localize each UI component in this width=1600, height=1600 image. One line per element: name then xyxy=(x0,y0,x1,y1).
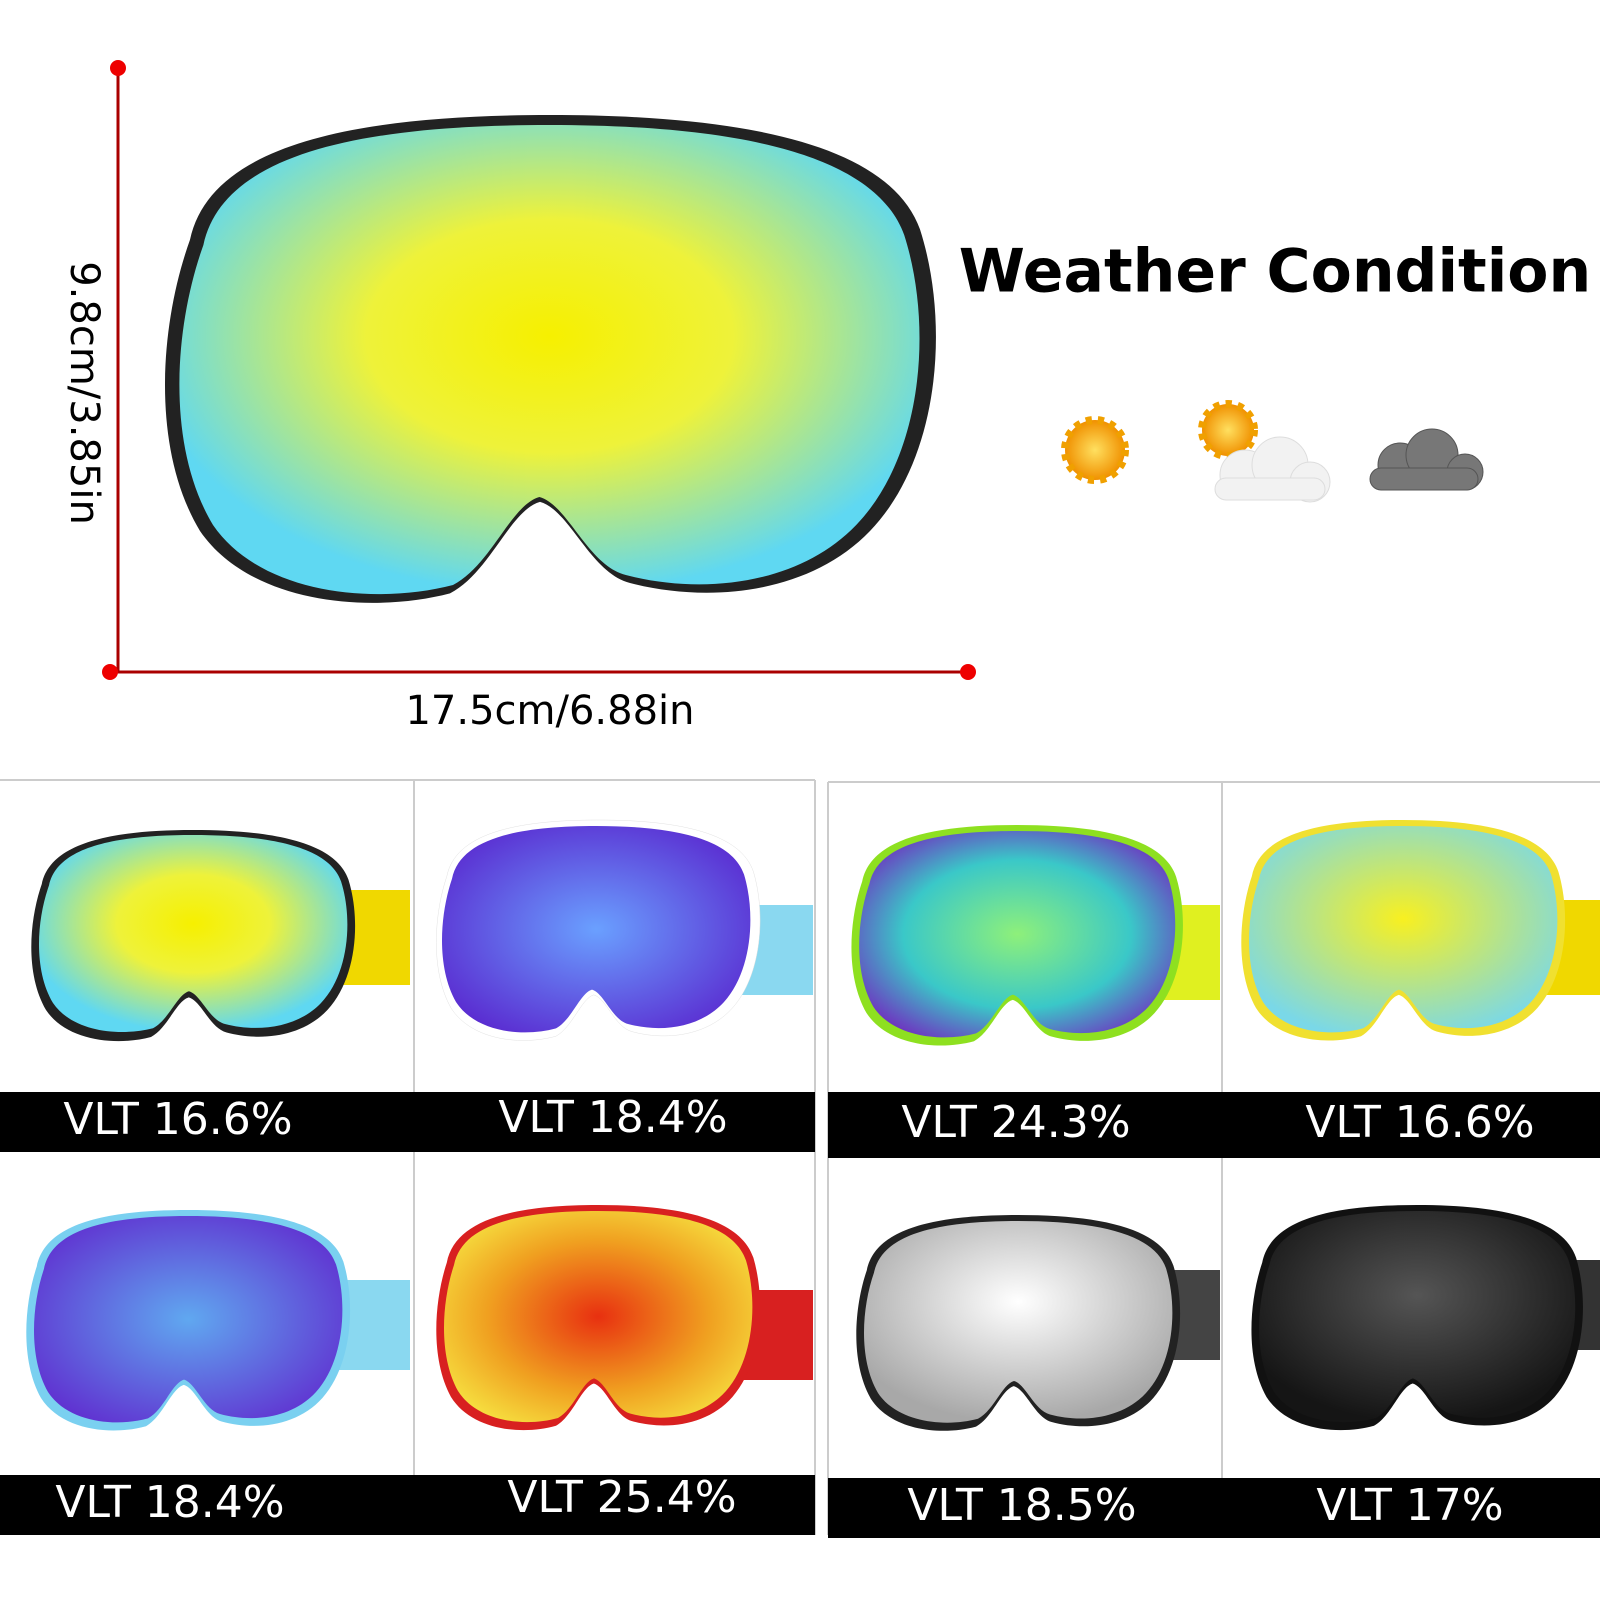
main-goggle xyxy=(165,115,936,603)
vlt-label: VLT 18.5% xyxy=(907,1480,1136,1531)
vlt-label: VLT 18.4% xyxy=(498,1092,727,1143)
grid-borders xyxy=(0,779,1600,1535)
vlt-label: VLT 17% xyxy=(1316,1480,1503,1531)
product-goggles xyxy=(26,819,1600,1431)
label-bars xyxy=(0,1092,1600,1538)
width-label: 17.5cm/6.88in xyxy=(405,688,694,734)
vlt-label: VLT 16.6% xyxy=(63,1094,292,1145)
weather-title: Weather Condition xyxy=(959,237,1591,307)
vlt-label: VLT 24.3% xyxy=(901,1097,1130,1148)
height-label: 9.8cm/3.85in xyxy=(61,261,107,525)
vlt-label: VLT 16.6% xyxy=(1305,1097,1534,1148)
vlt-label: VLT 25.4% xyxy=(507,1472,736,1523)
dimension-lines xyxy=(102,60,976,680)
vlt-label: VLT 18.4% xyxy=(55,1477,284,1528)
weather-icons xyxy=(1061,400,1484,503)
